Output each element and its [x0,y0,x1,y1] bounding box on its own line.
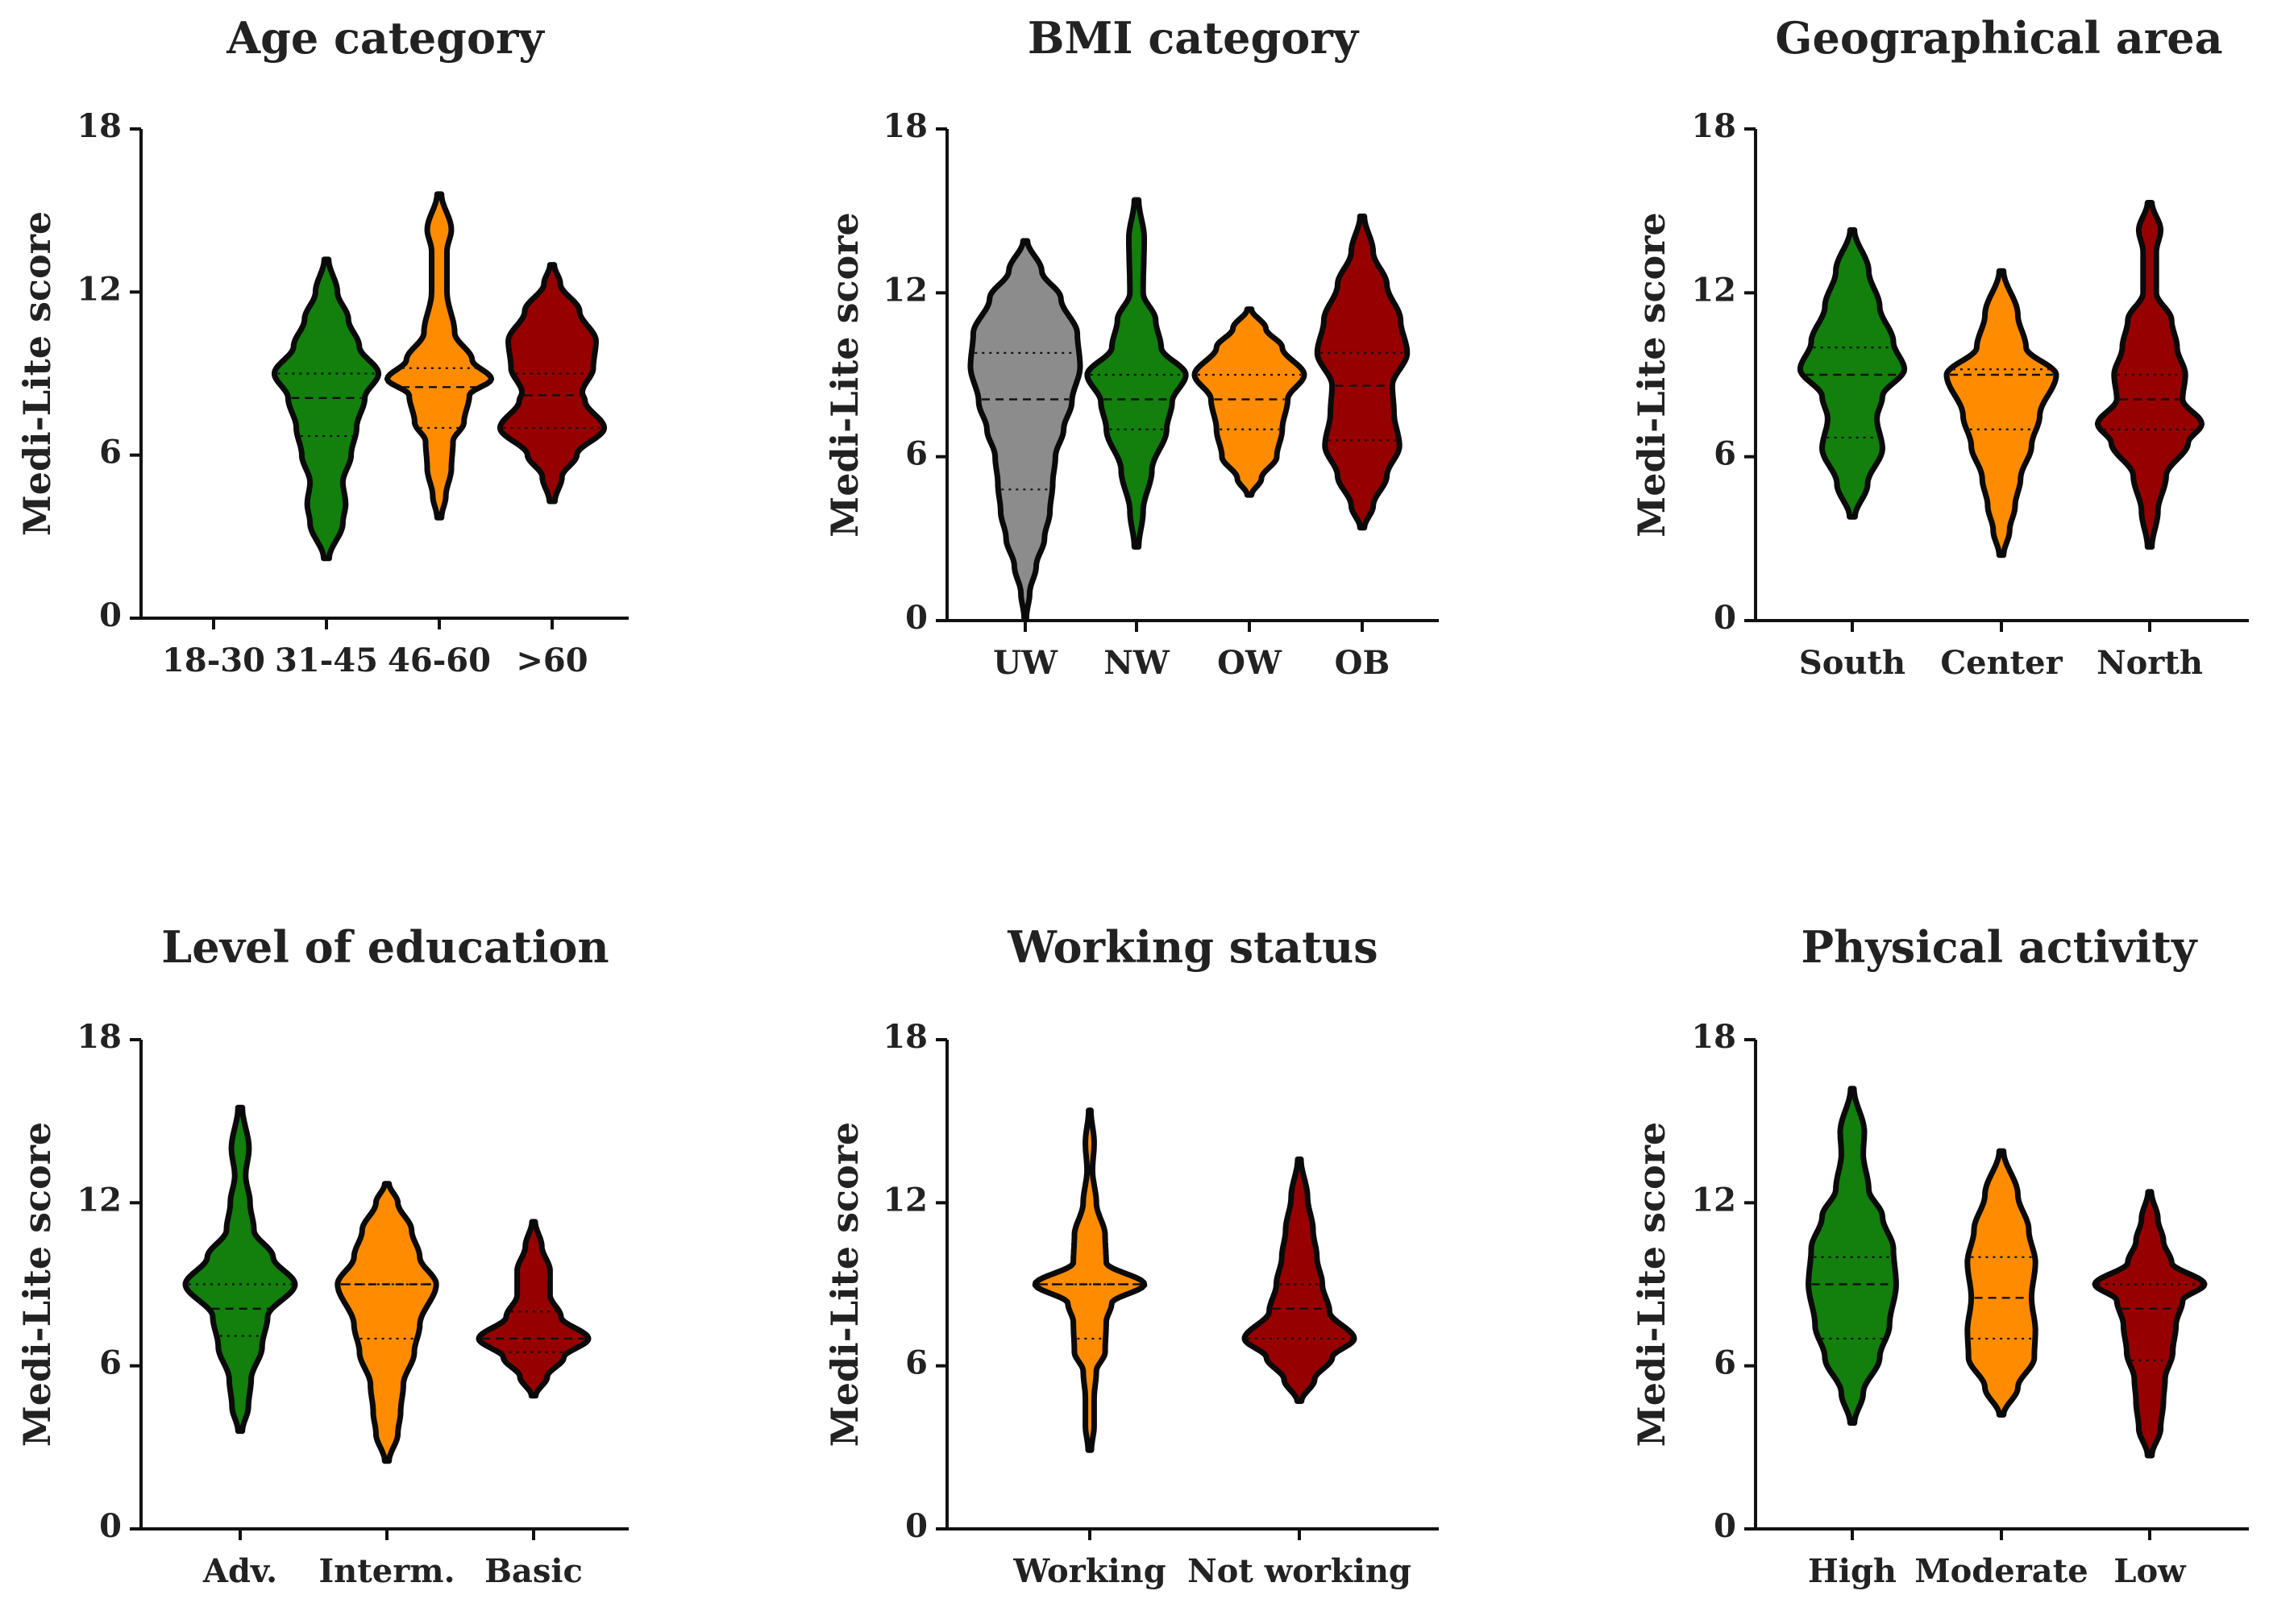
y-tick-label: 12 [77,270,122,308]
violin-31-45 [272,256,381,562]
x-tick-label: High [1808,1552,1897,1590]
y-axis-label: Medi-Lite score [823,1122,866,1447]
y-tick-label: 12 [883,271,928,309]
y-tick-label: 18 [883,1018,928,1056]
y-axis-label: Medi-Lite score [15,211,59,536]
violin-south [1797,226,1908,520]
x-tick-label: Basic [484,1552,583,1590]
y-tick-label: 6 [1714,435,1736,473]
chart-title: Geographical area [1775,12,2222,64]
violin-low [2092,1189,2208,1459]
violin-nw [1084,197,1189,550]
y-tick-label: 6 [905,435,928,473]
violin-center [1943,268,2059,559]
violin-ow [1191,306,1307,498]
chart-title: Working status [1007,921,1378,973]
y-axis-label: Medi-Lite score [1630,1122,1673,1447]
y-tick-label: 18 [77,1018,122,1056]
violin-moderate [1964,1148,2038,1418]
x-tick-label: OW [1217,644,1282,682]
y-tick-label: 12 [1691,1181,1736,1219]
chart-title: Level of education [161,921,609,973]
y-tick-label: 6 [99,434,122,471]
violin-60 [497,262,607,505]
y-tick-label: 6 [1714,1344,1736,1382]
x-tick-label: 31-45 [275,642,378,679]
violin-uw [967,238,1083,621]
panel-physical-activity: Physical activity Medi-Lite score 0 6 12 18 Hi… [1630,921,2249,1590]
x-tick-label: North [2097,644,2203,682]
y-tick-label: 6 [99,1344,122,1382]
x-tick-label: >60 [516,642,588,679]
y-tick-label: 18 [883,107,928,145]
violin-working [1032,1107,1148,1453]
panel-level-of-education: Level of education Medi-Lite score 0 6 12 18 A… [15,921,629,1590]
panel-bmi-category: BMI category Medi-Lite score 0 6 12 18 UW NW OW O… [823,12,1439,682]
violin-46-60 [384,191,495,521]
violin-interm [335,1181,439,1464]
y-tick-label: 18 [77,107,122,145]
x-tick-label: NW [1103,644,1170,682]
chart-title: Age category [226,12,545,64]
violin-not-working [1241,1156,1357,1405]
y-tick-label: 0 [905,1507,928,1545]
y-tick-label: 12 [883,1181,928,1219]
x-tick-label: 46-60 [388,642,491,679]
x-tick-label: Not working [1187,1552,1411,1590]
y-tick-label: 0 [99,1507,122,1545]
x-tick-label: Moderate [1914,1552,2088,1590]
y-tick-label: 6 [905,1344,928,1382]
x-tick-label: Working [1012,1552,1166,1590]
panel-working-status: Working status Medi-Lite score 0 6 12 18 Worki… [823,921,1439,1590]
y-tick-label: 0 [1714,1507,1736,1545]
x-tick-label: Adv. [202,1552,277,1590]
x-tick-label: Low [2113,1552,2187,1590]
y-tick-label: 12 [1691,271,1736,309]
chart-title: Physical activity [1801,921,2199,973]
y-tick-label: 0 [99,596,122,634]
violin-ob [1314,213,1411,531]
chart-title: BMI category [1028,12,1360,64]
x-tick-label: Interm. [318,1552,455,1590]
y-tick-label: 0 [1714,599,1736,637]
y-tick-label: 18 [1691,1018,1736,1056]
x-tick-label: South [1799,644,1905,682]
y-axis-label: Medi-Lite score [15,1122,59,1447]
y-axis-label: Medi-Lite score [823,212,866,537]
panel-age-category: Age category Medi-Lite score 0 6 12 18 18-30 31… [15,12,629,679]
y-axis-label: Medi-Lite score [1630,212,1673,537]
x-tick-label: OB [1335,644,1390,682]
panel-geographical-area: Geographical area Medi-Lite score 0 6 12 18 So… [1630,12,2249,682]
y-tick-label: 0 [905,599,928,637]
violin-adv [182,1104,298,1435]
x-tick-label: Center [1940,644,2063,682]
violin-basic [476,1219,592,1399]
y-tick-label: 12 [77,1181,122,1219]
violin-north [2094,200,2205,550]
x-tick-label: UW [993,644,1058,682]
violin-high [1806,1086,1899,1426]
x-tick-label: 18-30 [162,642,265,679]
y-tick-label: 18 [1691,107,1736,145]
